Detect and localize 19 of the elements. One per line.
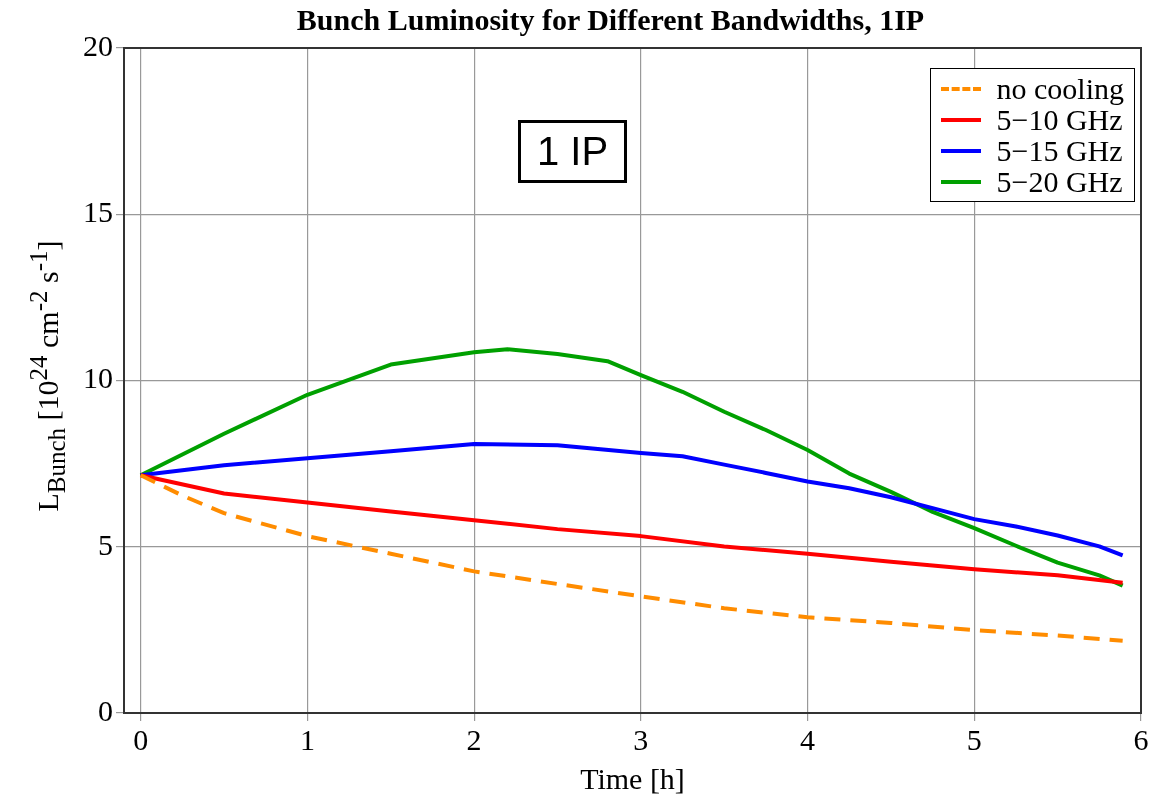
legend-label: 5−20 GHz [996,165,1123,198]
y-tick-label: 10 [83,361,113,395]
x-tick-label: 5 [966,722,982,756]
x-tick-label: 2 [466,722,482,756]
line-series [138,473,1125,643]
x-tick-label: 6 [1133,722,1149,756]
legend-label: no cooling [996,72,1124,105]
x-tick-label: 1 [299,722,315,756]
x-tick-label: 4 [800,722,816,756]
y-tick-label: 0 [98,693,113,727]
x-axis-title: Time [h] [580,761,685,795]
y-tick-label: 15 [83,195,113,229]
chart-title: Bunch Luminosity for Different Bandwidths, 1IP [296,2,925,36]
y-tick-label: 5 [98,527,113,561]
x-tick-label: 3 [633,722,649,756]
annotation: 1 IP [518,120,628,183]
y-tick-label: 20 [83,28,113,62]
x-tick-label: 0 [133,722,149,756]
legend-label: 5−15 GHz [996,134,1123,167]
